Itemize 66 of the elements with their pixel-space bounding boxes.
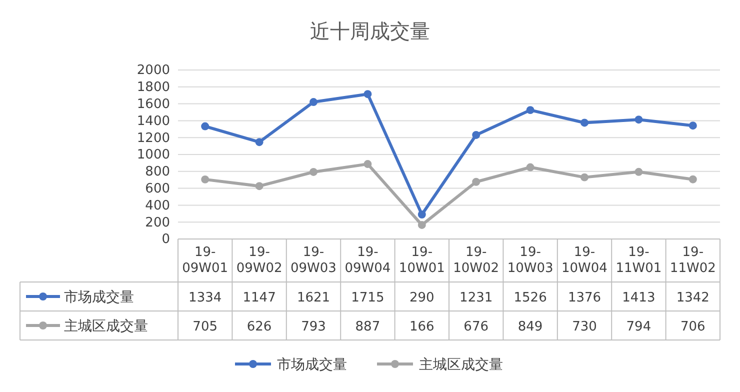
data-label: 1376 bbox=[568, 290, 602, 306]
x-tick-label: 19-10W04 bbox=[562, 245, 608, 276]
chart-title: 近十周成交量 bbox=[310, 19, 430, 43]
data-label: 1147 bbox=[242, 290, 276, 306]
data-label: 887 bbox=[355, 320, 380, 334]
y-tick-label: 1000 bbox=[136, 148, 170, 163]
x-tick-label: 19-09W04 bbox=[344, 245, 391, 276]
data-label: 1715 bbox=[351, 290, 384, 306]
legend-label: 主城区成交量 bbox=[64, 318, 148, 334]
y-tick-label: 0 bbox=[162, 232, 170, 248]
x-tick-label: 19-10W01 bbox=[398, 245, 445, 276]
x-tick-label: 19-11W01 bbox=[616, 245, 662, 276]
data-label: 1413 bbox=[622, 290, 656, 306]
x-tick-label: 19-11W02 bbox=[670, 245, 716, 276]
point bbox=[364, 90, 372, 98]
point bbox=[526, 106, 534, 114]
x-tick-label: 19-10W02 bbox=[453, 245, 500, 276]
y-tick-label: 200 bbox=[145, 215, 170, 230]
data-label: 793 bbox=[301, 320, 326, 334]
y-tick-label: 1600 bbox=[136, 96, 170, 112]
data-label: 706 bbox=[680, 320, 706, 334]
data-label: 849 bbox=[518, 320, 543, 334]
point bbox=[580, 173, 588, 182]
y-tick-label: 1800 bbox=[136, 80, 170, 96]
point bbox=[418, 220, 426, 229]
x-tick-label: 19-09W02 bbox=[236, 245, 282, 276]
point bbox=[201, 175, 210, 184]
y-tick-label: 800 bbox=[145, 164, 170, 180]
data-label: 290 bbox=[409, 290, 434, 306]
point bbox=[580, 118, 588, 127]
data-label: 1231 bbox=[460, 290, 493, 306]
data-label: 730 bbox=[572, 320, 597, 334]
x-tick-label: 19-10W03 bbox=[507, 245, 554, 276]
data-label: 166 bbox=[409, 320, 434, 334]
y-tick-label: 600 bbox=[145, 181, 170, 196]
y-tick-label: 1400 bbox=[136, 114, 170, 129]
data-label: 794 bbox=[626, 320, 652, 334]
data-label: 1621 bbox=[296, 290, 330, 306]
y-tick-label: 1200 bbox=[136, 130, 170, 146]
legend-label: 市场成交量 bbox=[64, 290, 134, 306]
point bbox=[255, 182, 264, 190]
text: 主城区成交量 bbox=[419, 357, 503, 373]
x-tick-label: 19-09W01 bbox=[182, 245, 228, 276]
x-tick-label: 19-09W03 bbox=[290, 245, 336, 276]
y-tick-label: 400 bbox=[145, 198, 170, 214]
data-label: 1526 bbox=[514, 290, 547, 306]
y-tick-label: 2000 bbox=[136, 63, 170, 78]
data-label: 626 bbox=[246, 320, 272, 334]
data-label: 1342 bbox=[676, 290, 710, 306]
data-label: 1334 bbox=[188, 290, 222, 306]
data-label: 676 bbox=[464, 320, 489, 334]
point bbox=[255, 138, 264, 146]
point bbox=[688, 122, 697, 130]
point bbox=[688, 175, 697, 184]
point bbox=[472, 131, 480, 139]
point bbox=[418, 210, 426, 218]
text: 市场成交量 bbox=[277, 357, 347, 373]
point bbox=[472, 178, 480, 186]
point bbox=[634, 168, 643, 176]
point bbox=[364, 160, 372, 168]
point bbox=[310, 168, 318, 176]
point bbox=[201, 122, 210, 130]
point bbox=[634, 116, 643, 124]
data-label: 705 bbox=[192, 320, 218, 334]
point bbox=[310, 98, 318, 106]
point bbox=[526, 163, 534, 172]
